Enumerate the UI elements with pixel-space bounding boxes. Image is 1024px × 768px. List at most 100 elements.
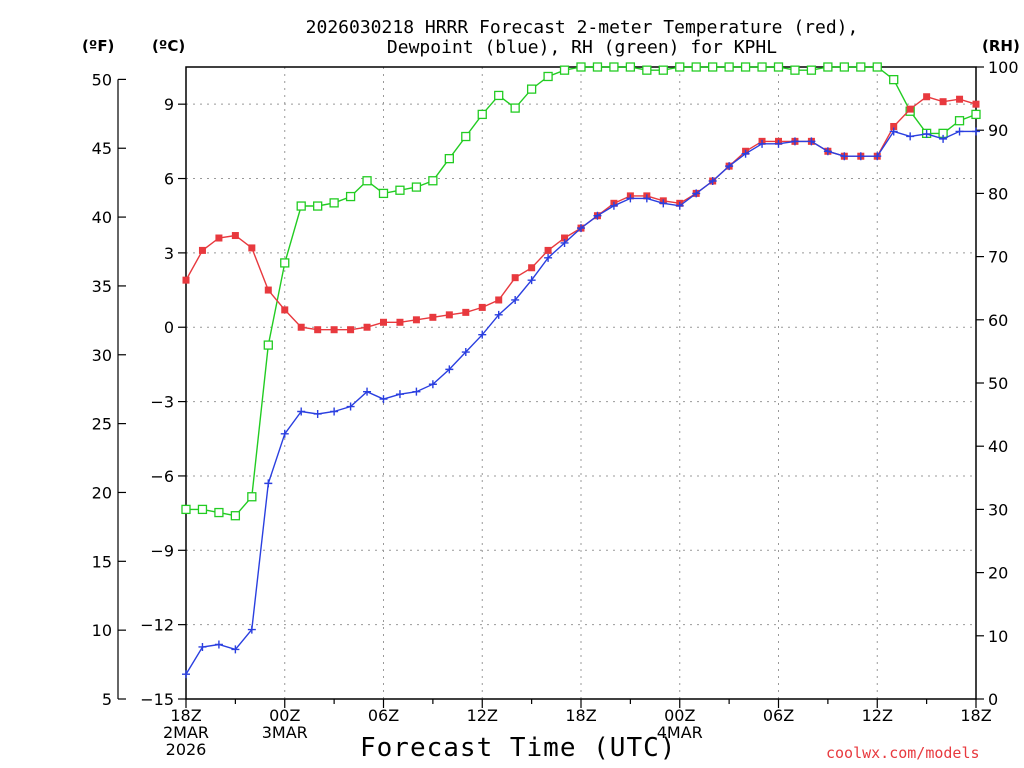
rh-marker [724, 62, 734, 72]
rh-tick-label: 0 [988, 690, 998, 709]
temperature-marker [314, 326, 322, 334]
dewpoint-marker [560, 238, 569, 247]
rh-marker [411, 182, 422, 192]
temperature-marker [445, 311, 453, 319]
x-tick-label: 2MAR [163, 723, 209, 742]
dewpoint-marker [445, 365, 454, 374]
fahrenheit-tick-label: 15 [92, 552, 112, 571]
rh-marker [757, 62, 767, 72]
fahrenheit-tick-label: 40 [92, 208, 112, 227]
dewpoint-series [182, 127, 980, 679]
rh-tick-label: 40 [988, 437, 1008, 456]
dewpoint-marker [478, 330, 487, 339]
rh-marker [428, 176, 438, 186]
celsius-unit-label: (ºC) [152, 37, 186, 55]
temperature-marker [544, 246, 552, 254]
rh-marker [526, 84, 537, 94]
gridlines [186, 67, 976, 699]
rh-tick-label: 70 [988, 248, 1008, 267]
rh-marker [658, 65, 668, 75]
celsius-tick-label: −6 [150, 467, 174, 486]
dewpoint-marker [692, 189, 701, 198]
rh-marker [823, 62, 833, 72]
fahrenheit-tick-label: 45 [92, 139, 112, 158]
dewpoint-marker [675, 201, 684, 210]
temperature-marker [248, 244, 256, 252]
rh-marker [395, 185, 405, 195]
temperature-marker [412, 316, 420, 324]
dewpoint-marker [774, 139, 783, 148]
dewpoint-marker [395, 390, 404, 399]
dewpoint-marker [873, 152, 882, 161]
celsius-tick-label: −9 [150, 541, 174, 560]
dewpoint-marker [544, 253, 553, 262]
dewpoint-marker [428, 380, 437, 389]
rh-marker [559, 65, 570, 75]
axes: −15 −12 −9 −6 −3 0 3 6 9 5 10 15 20 25 30 35 40 45 50 0 10 20… [92, 58, 1019, 759]
rh-marker [675, 62, 685, 72]
dewpoint-marker [593, 211, 602, 220]
dewpoint-marker [379, 395, 388, 404]
rh-marker [197, 504, 208, 515]
temperature-marker [561, 234, 569, 242]
rh-marker [543, 71, 553, 82]
dewpoint-marker [972, 127, 980, 136]
x-tick-label: 2026 [166, 740, 207, 759]
temperature-marker [215, 234, 223, 242]
rh-marker [230, 511, 241, 521]
dewpoint-marker [330, 407, 339, 416]
rh-marker [329, 198, 339, 208]
rh-marker [247, 492, 257, 502]
rh-marker [691, 62, 701, 72]
fahrenheit-tick-label: 35 [92, 277, 112, 296]
x-tick-label: 00Z [269, 706, 300, 725]
rh-marker [954, 116, 965, 126]
fahrenheit-tick-label: 5 [102, 690, 112, 709]
dewpoint-marker [231, 645, 240, 654]
dewpoint-marker [626, 194, 635, 203]
dewpoint-marker [725, 162, 734, 171]
dewpoint-marker [363, 387, 372, 396]
fahrenheit-tick-label: 50 [92, 70, 112, 89]
celsius-tick-label: 0 [164, 318, 174, 337]
rh-marker [806, 65, 817, 75]
rh-tick-label: 10 [988, 627, 1008, 646]
dewpoint-marker [889, 127, 898, 136]
rh-tick-label: 20 [988, 564, 1008, 583]
rh-marker [461, 131, 471, 142]
rh-marker [971, 109, 981, 120]
temperature-marker [182, 276, 190, 284]
dewpoint-marker [856, 152, 865, 161]
x-tick-label: 18Z [960, 706, 991, 725]
rh-unit-label: (RH) [982, 37, 1020, 55]
dewpoint-marker [642, 194, 651, 203]
celsius-tick-label: 6 [164, 170, 174, 189]
rh-marker [378, 188, 389, 199]
rh-marker [576, 62, 586, 72]
dewpoint-marker [790, 137, 799, 146]
dewpoint-marker [494, 310, 503, 319]
rh-tick-label: 100 [988, 58, 1019, 77]
rh-marker [444, 153, 454, 164]
temperature-marker [972, 100, 980, 108]
rh-marker [214, 507, 224, 518]
x-tick-label: 18Z [170, 706, 201, 725]
x-tick-label: 3MAR [262, 723, 308, 742]
rh-marker [889, 74, 899, 85]
temperature-marker [906, 105, 914, 113]
rh-tick-label: 30 [988, 500, 1008, 519]
fahrenheit-tick-label: 20 [92, 483, 112, 502]
dewpoint-marker [214, 640, 223, 649]
temperature-marker [198, 246, 206, 254]
dewpoint-marker [313, 409, 322, 418]
rh-marker [872, 62, 882, 72]
rh-tick-label: 80 [988, 184, 1008, 203]
dewpoint-marker [758, 139, 767, 148]
temperature-marker [347, 326, 355, 334]
dewpoint-marker [527, 276, 536, 285]
dewpoint-marker [823, 147, 832, 156]
temperature-marker [528, 264, 536, 272]
dewpoint-marker [807, 137, 816, 146]
temperature-marker [495, 296, 503, 304]
fahrenheit-tick-label: 10 [92, 621, 112, 640]
